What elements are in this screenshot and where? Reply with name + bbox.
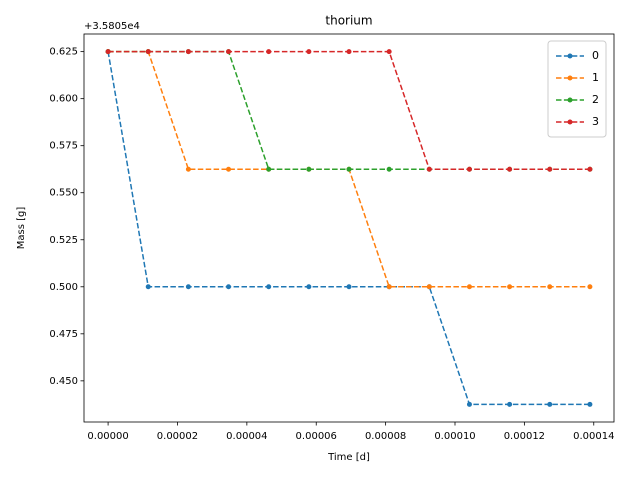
legend-label: 3 <box>592 115 599 128</box>
data-point <box>266 49 272 55</box>
x-tick-label: 0.00014 <box>573 431 614 442</box>
legend-box <box>547 40 607 138</box>
y-tick-label: 0.600 <box>49 94 78 105</box>
data-point <box>185 166 191 172</box>
data-point <box>226 49 232 55</box>
data-point <box>306 284 312 290</box>
data-point <box>466 284 472 290</box>
data-point <box>346 166 352 172</box>
plot-frame <box>83 33 615 423</box>
x-tick-label: 0.00012 <box>504 431 545 442</box>
y-tick-label: 0.525 <box>49 235 78 246</box>
x-axis-label: Time [d] <box>327 452 370 463</box>
data-point <box>266 284 272 290</box>
data-point <box>587 401 593 407</box>
data-point <box>547 401 553 407</box>
data-point <box>306 49 312 55</box>
y-tick-label: 0.550 <box>49 188 78 199</box>
data-point <box>386 49 392 55</box>
data-point <box>145 284 151 290</box>
legend-marker <box>567 53 573 59</box>
data-point <box>346 49 352 55</box>
x-tick-label: 0.00008 <box>365 431 406 442</box>
data-point <box>507 401 513 407</box>
data-point <box>426 166 432 172</box>
y-tick-label: 0.450 <box>49 376 78 387</box>
data-point <box>386 284 392 290</box>
y-offset-text: +3.5805e4 <box>84 21 140 32</box>
y-tick-label: 0.625 <box>49 47 78 58</box>
data-point <box>226 166 232 172</box>
y-axis-label: Mass [g] <box>16 207 27 250</box>
x-tick-label: 0.00010 <box>434 431 475 442</box>
data-point <box>587 166 593 172</box>
data-point <box>105 49 111 55</box>
data-point <box>466 401 472 407</box>
data-point <box>507 284 513 290</box>
x-tick-label: 0.00002 <box>157 431 198 442</box>
chart-title: thorium <box>325 14 372 28</box>
y-tick-label: 0.475 <box>49 329 78 340</box>
data-point <box>587 284 593 290</box>
data-point <box>226 284 232 290</box>
x-tick-label: 0.00000 <box>87 431 128 442</box>
legend-marker <box>567 119 573 125</box>
legend-label: 2 <box>592 93 599 106</box>
x-tick-label: 0.00006 <box>296 431 337 442</box>
legend-label: 0 <box>592 49 599 62</box>
data-point <box>185 49 191 55</box>
data-point <box>266 166 272 172</box>
data-point <box>346 284 352 290</box>
data-point <box>466 166 472 172</box>
x-tick-label: 0.00004 <box>226 431 267 442</box>
legend-label: 1 <box>592 71 599 84</box>
data-point <box>547 284 553 290</box>
y-tick-label: 0.575 <box>49 141 78 152</box>
data-point <box>185 284 191 290</box>
data-point <box>306 166 312 172</box>
data-point <box>426 284 432 290</box>
data-point <box>547 166 553 172</box>
data-point <box>386 166 392 172</box>
data-point <box>507 166 513 172</box>
legend-marker <box>567 75 573 81</box>
y-tick-label: 0.500 <box>49 282 78 293</box>
legend-marker <box>567 97 573 103</box>
data-point <box>145 49 151 55</box>
